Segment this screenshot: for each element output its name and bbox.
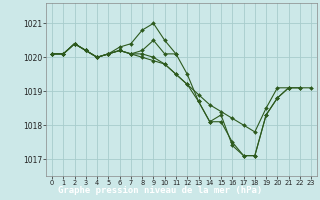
Text: Graphe pression niveau de la mer (hPa): Graphe pression niveau de la mer (hPa) xyxy=(58,186,262,195)
